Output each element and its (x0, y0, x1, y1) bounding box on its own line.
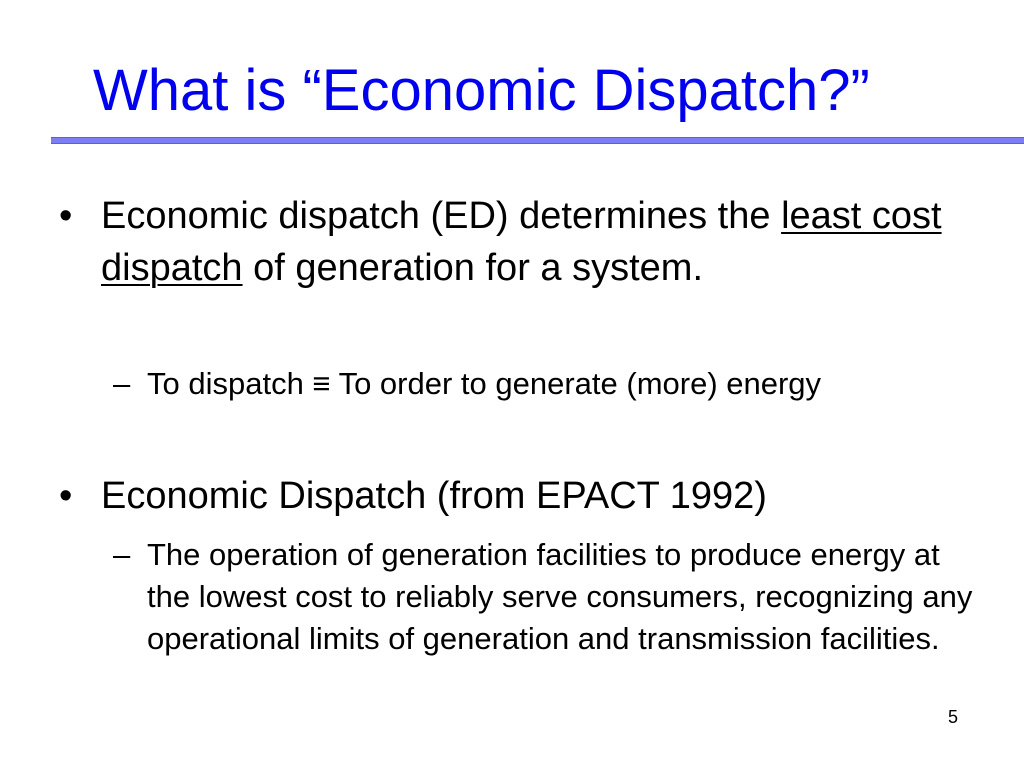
bullet-marker: • (59, 475, 73, 517)
sub-bullet-text: The operation of generation facilities t… (147, 537, 973, 656)
underlined-term: least cost dispatch (101, 195, 942, 289)
title-divider (51, 137, 1024, 144)
bullet-item: • Economic Dispatch (from EPACT 1992) (59, 470, 959, 522)
sub-bullet-text: To dispatch ≡ To order to generate (more… (147, 366, 822, 401)
bullet-text-after: of generation for a system. (242, 247, 703, 289)
sub-bullet-marker: – (113, 537, 131, 572)
bullet-marker: • (59, 195, 73, 237)
slide-title: What is “Economic Dispatch?” (93, 58, 870, 123)
sub-bullet-item: – To dispatch ≡ To order to generate (mo… (113, 363, 973, 405)
bullet-text: Economic dispatch (ED) determines the le… (101, 190, 959, 294)
sub-bullet-marker: – (113, 366, 131, 401)
bullet-text: Economic Dispatch (from EPACT 1992) (101, 475, 767, 517)
sub-bullet-item: – The operation of generation facilities… (113, 534, 973, 660)
slide-number: 5 (948, 707, 959, 727)
bullet-item: • Economic dispatch (ED) determines the … (59, 190, 959, 294)
bullet-text-before: Economic dispatch (ED) determines the (101, 195, 782, 237)
